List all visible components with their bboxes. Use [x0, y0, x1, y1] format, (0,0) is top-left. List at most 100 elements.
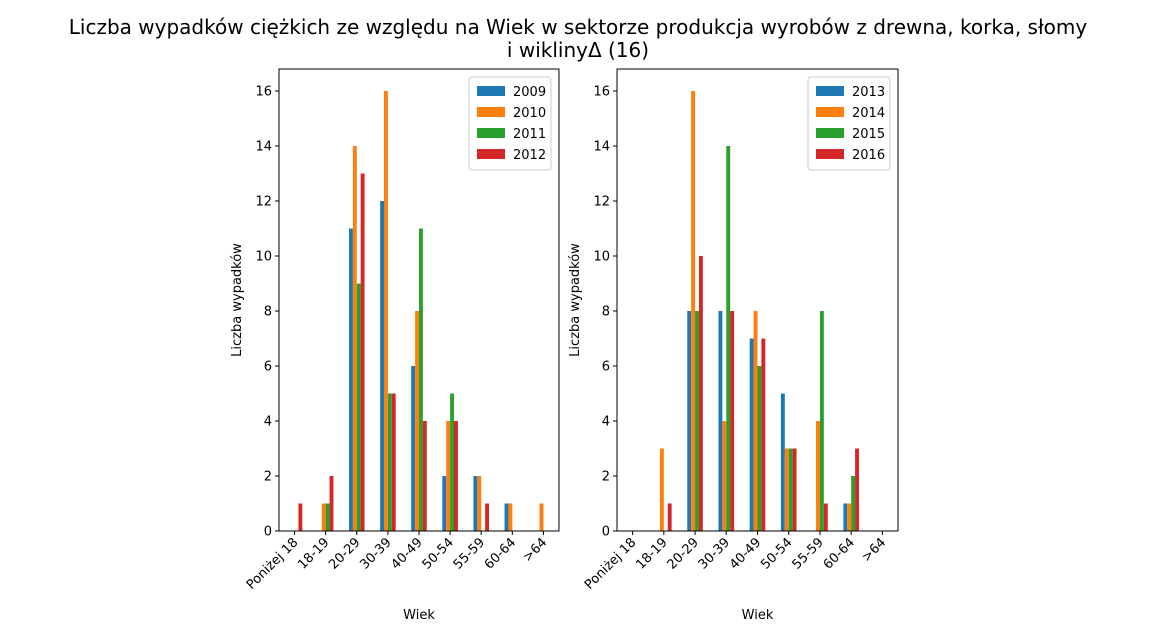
legend-swatch: [477, 107, 505, 117]
y-tick-label: 0: [264, 525, 272, 540]
y-tick-label: 0: [602, 525, 610, 540]
bar-2014-18-19: [659, 448, 664, 531]
bar-2014-50-54: [784, 448, 789, 531]
left-chart-panel: 0 2 4 6 8 10 12 14 16 Poniżej 1818-1920-2930-3940…: [230, 68, 560, 623]
bar-2012-30-39: [391, 393, 396, 531]
bar-2010-40-49: [415, 311, 419, 531]
x-tick-label: 50-54: [420, 535, 457, 572]
chart-title-line-2: i wiklinyΔ (16): [507, 38, 649, 62]
y-tick-label: 2: [602, 470, 610, 485]
x-tick-label: 40-49: [389, 535, 426, 572]
bar-2014-20-29: [691, 91, 696, 531]
bar-2011-40-49: [419, 228, 423, 531]
y-tick-label: 16: [255, 85, 272, 100]
bar-2016-55-59: [823, 503, 828, 531]
y-tick-label: 2: [264, 470, 272, 485]
x-tick-label: Poniżej 18: [582, 535, 639, 592]
x-tick-label: 50-54: [758, 535, 795, 572]
legend-swatch: [477, 149, 505, 159]
bar-2009-30-39: [380, 201, 384, 531]
bar-2016-18-19: [667, 503, 672, 531]
legend-box: [807, 76, 891, 171]
legend-label: 2014: [852, 106, 885, 121]
x-tick-label: Poniżej 18: [244, 535, 301, 592]
y-axis-label: Liczba wypadków: [568, 243, 583, 357]
x-tick-label: 18-19: [633, 535, 670, 572]
bar-2016-40-49: [761, 338, 766, 531]
x-tick-label: 18-19: [295, 535, 332, 572]
bar-2016-50-54: [792, 448, 797, 531]
bar-2012-40-49: [422, 421, 427, 531]
x-tick-label: 60-64: [482, 535, 519, 572]
bar-2009-50-54: [442, 476, 447, 531]
y-tick-label: 8: [602, 305, 610, 320]
x-tick-label: 30-39: [696, 535, 733, 572]
y-tick-label: 16: [593, 85, 610, 100]
bar-2016-60-64: [855, 448, 859, 531]
bar-2013-50-54: [780, 393, 785, 531]
bar-2014-55-59: [816, 421, 820, 531]
bar-2010-50-54: [446, 421, 451, 531]
bar-2009-20-29: [349, 228, 353, 531]
legend-swatch: [477, 128, 505, 138]
bar-2014-30-39: [722, 421, 727, 531]
bar-2013-30-39: [718, 311, 723, 531]
x-tick-label: >64: [520, 535, 550, 565]
x-axis-label: Wiek: [742, 608, 774, 623]
bar-2011-18-19: [325, 503, 330, 531]
bar-2012-55-59: [485, 503, 489, 531]
y-tick-label: 12: [593, 195, 610, 210]
y-tick-label: 14: [255, 140, 272, 155]
bar-2015-60-64: [851, 476, 856, 531]
bar-2012-Poniżej 18: [298, 503, 303, 531]
legend-box: [468, 76, 552, 171]
bar-2012-20-29: [360, 173, 365, 531]
legend-swatch: [816, 149, 844, 159]
bar-2010-55-59: [477, 476, 482, 531]
legend-label: 2016: [852, 148, 885, 163]
y-tick-label: 4: [264, 415, 272, 430]
x-tick-label: 55-59: [789, 535, 826, 572]
legend-label: 2010: [513, 106, 546, 121]
bar-2013-20-29: [687, 311, 692, 531]
bar-2011-30-39: [387, 393, 392, 531]
bar-2015-20-29: [695, 311, 699, 531]
x-tick-label: 20-29: [665, 535, 702, 572]
x-axis-label: Wiek: [403, 608, 435, 623]
bar-2009-60-64: [504, 503, 509, 531]
legend-label: 2015: [852, 127, 885, 142]
y-tick-label: 14: [593, 140, 610, 155]
bar-2010-60-64: [508, 503, 513, 531]
x-tick-label: 55-59: [451, 535, 488, 572]
x-tick-label: >64: [859, 535, 889, 565]
bar-2014-60-64: [847, 503, 852, 531]
x-tick-label: 30-39: [357, 535, 394, 572]
bar-2010-20-29: [352, 146, 357, 531]
legend-swatch: [816, 86, 844, 96]
right-chart-panel: 0 2 4 6 8 10 12 14 16 Poniżej 1818-1920-2930-3940…: [568, 68, 899, 623]
legend-label: 2011: [513, 127, 546, 142]
bar-2009-55-59: [473, 476, 478, 531]
legend-label: 2009: [513, 85, 546, 100]
legend-label: 2013: [852, 85, 885, 100]
bar-2015-40-49: [757, 366, 762, 531]
bar-2013-40-49: [749, 338, 754, 531]
bar-2011-20-29: [356, 283, 361, 531]
y-tick-label: 6: [264, 360, 272, 375]
bar-2010-18-19: [321, 503, 326, 531]
bar-2010->64: [539, 503, 544, 531]
legend-swatch: [816, 107, 844, 117]
x-tick-label: 20-29: [326, 535, 363, 572]
x-tick-label: 40-49: [727, 535, 764, 572]
y-tick-label: 6: [602, 360, 610, 375]
bar-2011-50-54: [450, 393, 454, 531]
y-tick-label: 12: [255, 195, 272, 210]
legend-swatch: [816, 128, 844, 138]
legend-swatch: [477, 86, 505, 96]
bar-2012-50-54: [454, 421, 458, 531]
bar-2009-40-49: [411, 366, 416, 531]
bar-2016-20-29: [698, 256, 703, 531]
x-tick-label: 60-64: [821, 535, 858, 572]
y-tick-label: 4: [602, 415, 610, 430]
bar-2015-55-59: [819, 311, 824, 531]
